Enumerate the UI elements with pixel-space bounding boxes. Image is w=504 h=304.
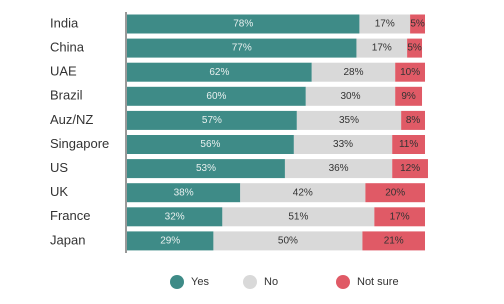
value-label: 42% [293,187,313,198]
value-label: 57% [202,115,222,126]
bar-segment [359,14,411,34]
value-label: 28% [343,67,363,78]
value-label: 5% [410,19,425,30]
value-label: 60% [206,91,226,102]
category-label: Auz/NZ [50,112,93,127]
value-label: 12% [400,163,420,174]
value-label: 17% [372,43,392,54]
legend-label: Yes [191,276,209,288]
value-label: 8% [406,115,421,126]
category-label: Singapore [50,136,109,151]
bar-segment [127,231,214,251]
value-label: 10% [400,67,420,78]
bar-segment [127,159,285,179]
bar-segment [362,231,425,251]
category-label: India [50,15,79,30]
value-label: 77% [232,43,252,54]
value-label: 78% [233,19,253,30]
value-label: 33% [333,139,353,150]
bar-segment [296,110,402,130]
bar-segment [374,207,425,227]
bar-segment [356,38,408,58]
category-label: UAE [50,64,77,79]
bar-segment [284,159,393,179]
value-label: 50% [278,236,298,247]
category-label: Japan [50,232,85,247]
category-label: UK [50,184,68,199]
value-label: 17% [390,211,410,222]
legend-label: No [264,276,278,288]
bar-segment [127,38,357,58]
bar-segment [240,183,366,203]
bar-segment [293,135,393,154]
bar-segment [395,62,425,82]
legend-swatch [170,275,184,289]
value-label: 56% [200,139,220,150]
legend-swatch [336,275,350,289]
bar-segment [410,14,425,34]
bar-segment [401,110,425,130]
value-label: 30% [340,91,360,102]
category-label: Brazil [50,88,83,103]
value-label: 20% [385,187,405,198]
value-label: 32% [165,211,185,222]
bar-segment [222,207,375,227]
category-label: China [50,40,85,55]
bar-segment [127,14,360,34]
bar-segment [305,86,396,106]
category-label: France [50,208,90,223]
value-label: 9% [401,91,416,102]
value-label: 35% [339,115,359,126]
value-label: 38% [174,187,194,198]
value-label: 5% [407,43,422,54]
bar-segment [127,86,306,106]
value-label: 29% [160,236,180,247]
bar-segment [127,207,223,227]
bar-segment [127,135,294,154]
value-label: 11% [399,139,418,150]
bar-segment [213,231,363,251]
bar-segment [127,183,241,203]
bar-segment [392,159,428,179]
category-label: US [50,160,68,175]
value-label: 53% [196,163,216,174]
value-label: 62% [209,67,229,78]
value-label: 17% [375,19,395,30]
bar-segment [392,135,425,154]
bar-segment [395,86,423,106]
bar-segment [127,62,312,82]
value-label: 51% [288,211,308,222]
legend-swatch [243,275,257,289]
value-label: 21% [384,236,404,247]
bar-segment [365,183,425,203]
bar-segment [311,62,396,82]
legend-label: Not sure [357,276,399,288]
bar-segment [127,110,297,130]
value-label: 36% [329,163,349,174]
bar-segment [407,38,423,58]
